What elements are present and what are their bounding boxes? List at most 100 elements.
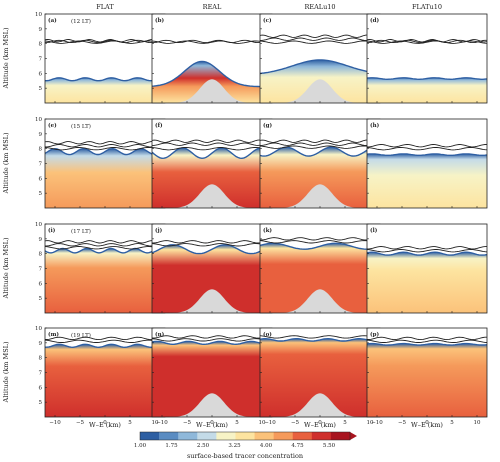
- xtick-label: −5: [183, 420, 192, 426]
- tracer-top-contour: [152, 244, 272, 255]
- terrain: [152, 393, 272, 417]
- concentration-contour: [45, 339, 165, 343]
- panel-d: (d): [366, 13, 488, 104]
- xtick-label: −10: [49, 420, 61, 426]
- xtick-label: 10: [474, 420, 481, 426]
- ytick-label: 10: [35, 117, 42, 123]
- column-title-realu10: REALu10: [304, 3, 335, 11]
- ytick-label: 6: [39, 385, 43, 391]
- colorbar-label: surface-based tracer concentration: [187, 452, 303, 460]
- tracer-top-contour: [45, 343, 165, 349]
- colorbar-swatch: [273, 432, 294, 440]
- ytick-label: 10: [35, 12, 42, 18]
- concentration-contour: [367, 246, 487, 250]
- concentration-contour: [45, 336, 165, 341]
- colorbar-swatch: [330, 432, 351, 440]
- concentration-contour: [152, 147, 272, 151]
- panel-g: (g): [259, 118, 381, 209]
- tracer-field: [260, 147, 380, 208]
- concentration-contour: [367, 336, 487, 341]
- colorbar-tick-label: 4.75: [291, 443, 304, 449]
- concentration-contour: [260, 145, 380, 149]
- concentration-contour: [152, 142, 272, 146]
- ytick-label: 7: [39, 267, 43, 273]
- time-label: (17 LT): [71, 228, 91, 235]
- concentration-contour: [260, 139, 380, 143]
- colorbar-swatch: [178, 432, 198, 440]
- panel-b: (b): [151, 13, 273, 104]
- panel-o: (o) −10 −5 0 5 10: [259, 327, 381, 426]
- panel-label: (g): [263, 122, 272, 129]
- concentration-contour: [45, 243, 165, 247]
- panel-k: (k): [259, 223, 381, 314]
- panel-a: (a) (12 LT) 5 6 7 8 9 10: [35, 12, 166, 104]
- xlabel-col-3: W–E (km): [304, 421, 336, 429]
- ytick-label: 7: [39, 162, 43, 168]
- xtick-label: 5: [235, 420, 239, 426]
- ytick-label: 8: [39, 252, 43, 258]
- concentration-contour: [45, 141, 165, 145]
- xlabel-col-2: W–E (km): [196, 421, 228, 429]
- xtick-label: −10: [264, 420, 276, 426]
- tracer-top-contour: [260, 146, 380, 157]
- concentration-contour: [45, 144, 165, 148]
- colorbar-swatch: [311, 432, 332, 440]
- terrain: [152, 184, 272, 208]
- xtick-label: −10: [156, 420, 168, 426]
- panel-label: (a): [48, 17, 57, 24]
- concentration-contour: [367, 144, 487, 148]
- tracer-field: [260, 243, 380, 313]
- tracer-top-contour: [152, 147, 272, 160]
- colorbar-tick-label: 1.75: [165, 443, 178, 449]
- ytick-label: 10: [35, 222, 42, 228]
- panel-i: (i) (17 LT) 5 6 7 8 9 10: [35, 222, 166, 314]
- concentration-contour: [152, 139, 272, 143]
- panel-grid: (a) (12 LT) 5 6 7 8 9 10 (b) (c) (d) (e) (15 LT) 5 6 7 8…: [35, 12, 488, 426]
- tracer-field: [152, 244, 272, 313]
- terrain: [260, 79, 380, 103]
- panel-h: (h): [366, 118, 488, 209]
- panel-c: (c): [259, 13, 381, 104]
- tracer-top-contour: [367, 342, 487, 346]
- concentration-contour: [260, 34, 380, 38]
- ytick-label: 9: [39, 27, 43, 33]
- concentration-contour: [45, 39, 165, 43]
- xtick-label: −5: [76, 420, 85, 426]
- ytick-label: 8: [39, 147, 43, 153]
- time-label: (12 LT): [71, 18, 91, 25]
- concentration-contour: [45, 240, 165, 244]
- colorbar-swatch: [254, 432, 274, 440]
- time-label: (19 LT): [71, 332, 91, 339]
- xlabel-col-1: W–E (km): [89, 421, 121, 429]
- xtick-label: 10: [367, 420, 374, 426]
- panel-p: (p) −10 −5 0 5 10: [366, 327, 488, 426]
- panel-n: (n) −10 −5 0 5 10: [151, 327, 273, 426]
- tracer-field: [367, 252, 487, 313]
- colorbar-tick-label: 3.25: [228, 443, 241, 449]
- concentration-contour: [152, 243, 272, 247]
- colorbar-swatch: [159, 432, 179, 440]
- ytick-label: 6: [39, 281, 43, 287]
- ylabel-row-2: Altitude (km MSL): [2, 132, 10, 194]
- tracer-top-contour: [367, 153, 487, 156]
- colorbar-swatch: [197, 432, 217, 440]
- colorbar-tick-label: 4.00: [260, 443, 273, 449]
- ylabel-row-1: Altitude (km MSL): [2, 27, 10, 89]
- colorbar-tick-label: 1.00: [134, 443, 147, 449]
- concentration-contour: [367, 249, 487, 253]
- ylabel-row-4: Altitude (km MSL): [2, 341, 10, 403]
- colorbar-swatch: [292, 432, 313, 440]
- xtick-label: 5: [128, 420, 132, 426]
- panel-label: (h): [370, 122, 380, 129]
- ylabel-row-3: Altitude (km MSL): [2, 237, 10, 299]
- tracer-field: [45, 148, 165, 208]
- xtick-label: 10: [152, 420, 159, 426]
- colorbar-tick-label: 5.50: [323, 443, 336, 449]
- xtick-label: 0: [425, 420, 429, 426]
- panel-l: (l): [366, 223, 488, 314]
- xtick-label: 0: [318, 420, 322, 426]
- terrain: [152, 289, 272, 313]
- concentration-contour: [260, 240, 380, 244]
- panel-label: (n): [155, 331, 165, 338]
